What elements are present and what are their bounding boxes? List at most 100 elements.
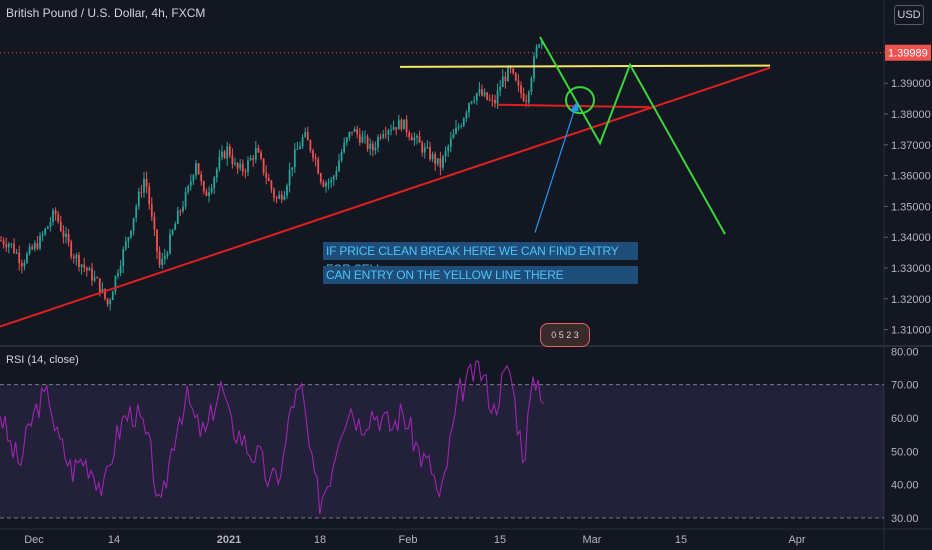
candle-body	[91, 268, 93, 281]
candle-body	[239, 163, 242, 169]
candle-body	[210, 188, 213, 193]
candle-body	[213, 177, 216, 189]
price-tick-label: 1.34000	[891, 232, 931, 244]
candle-body	[405, 119, 408, 133]
candle-body	[379, 136, 382, 138]
candle-body	[473, 100, 476, 102]
candle-body	[512, 68, 515, 74]
candle-body	[80, 264, 83, 267]
candle-body	[223, 151, 226, 159]
candle-body	[228, 146, 231, 156]
candle-body	[421, 142, 424, 153]
candle-body	[540, 40, 543, 45]
candle-body	[174, 223, 177, 231]
candle-body	[491, 99, 494, 101]
candle-body	[423, 147, 426, 153]
candle-body	[299, 146, 301, 149]
candle-body	[343, 142, 346, 153]
candle-body	[304, 132, 307, 137]
candle-body	[319, 173, 322, 182]
candle-body	[197, 163, 200, 175]
candle-body	[252, 157, 255, 160]
candle-body	[486, 92, 489, 100]
highlight-circle	[565, 86, 595, 115]
candle-body	[455, 127, 457, 134]
candle-body	[444, 150, 447, 157]
candle-body	[332, 176, 335, 180]
candle-body	[426, 147, 429, 149]
candle-body	[488, 99, 491, 101]
candle-body	[166, 253, 169, 256]
candle-body	[397, 119, 400, 130]
candle-body	[504, 76, 507, 82]
candle-body	[83, 264, 86, 268]
candle-body	[429, 147, 431, 160]
candle-body	[18, 252, 21, 264]
candle-body	[335, 171, 338, 177]
rsi-tick-label: 60.00	[891, 413, 919, 425]
candle-body	[49, 222, 52, 227]
candle-body	[70, 242, 73, 257]
candle-body	[202, 181, 205, 192]
candle-body	[478, 89, 481, 94]
price-tick-label: 1.32000	[891, 294, 931, 306]
candle-body	[57, 214, 60, 222]
candle-body	[143, 179, 145, 193]
candle-body	[361, 136, 364, 143]
candle-body	[187, 186, 190, 192]
candle-body	[119, 266, 122, 273]
annotation-1: IF PRICE CLEAN BREAK HERE WE CAN FIND EN…	[323, 242, 638, 276]
candle-body	[442, 156, 444, 168]
candle-body	[270, 181, 273, 190]
rsi-tick-label: 40.00	[891, 480, 919, 492]
candle-body	[436, 158, 439, 164]
candle-body	[413, 137, 416, 141]
candle-body	[296, 148, 299, 150]
candle-body	[208, 192, 210, 196]
time-tick-label: 15	[675, 534, 687, 546]
candle-body	[163, 255, 166, 259]
candle-body	[348, 131, 351, 138]
candle-body	[231, 155, 234, 164]
candle-body	[88, 268, 91, 271]
candle-body	[249, 157, 252, 161]
candle-body	[124, 241, 127, 250]
candle-body	[400, 119, 403, 130]
resistance-line	[399, 64, 771, 68]
candle-body	[317, 159, 320, 174]
candle-body	[351, 131, 353, 133]
chart-title: British Pound / U.S. Dollar, 4h, FXCM	[6, 6, 206, 20]
candle-body	[517, 80, 520, 86]
candle-body	[5, 244, 8, 248]
candle-body	[247, 160, 249, 172]
candle-body	[267, 177, 270, 182]
candle-body	[215, 168, 218, 178]
candle-body	[122, 249, 125, 267]
candle-body	[46, 226, 49, 229]
candle-body	[150, 204, 153, 217]
rsi-tick-label: 70.00	[891, 380, 919, 392]
candle-body	[36, 243, 39, 249]
candle-body	[31, 246, 34, 250]
events-badge[interactable]: 0 5 2 3	[540, 323, 590, 347]
candle-body	[340, 152, 343, 161]
candle-body	[312, 150, 314, 158]
time-tick-label: Apr	[788, 534, 805, 546]
rsi-band-fill	[0, 384, 884, 518]
candle-body	[418, 136, 421, 143]
currency-button[interactable]: USD	[894, 5, 924, 25]
candle-body	[533, 56, 535, 79]
candle-body	[371, 143, 374, 151]
candle-body	[192, 175, 195, 182]
price-tick-label: 1.39000	[891, 78, 931, 90]
candle-body	[494, 99, 496, 104]
candle-body	[205, 191, 208, 196]
candle-body	[314, 157, 317, 160]
candle-body	[244, 171, 247, 173]
candle-body	[514, 73, 517, 81]
candle-body	[306, 132, 309, 141]
rsi-tick-label: 30.00	[891, 513, 919, 525]
candle-body	[0, 240, 2, 242]
candle-body	[137, 191, 140, 207]
